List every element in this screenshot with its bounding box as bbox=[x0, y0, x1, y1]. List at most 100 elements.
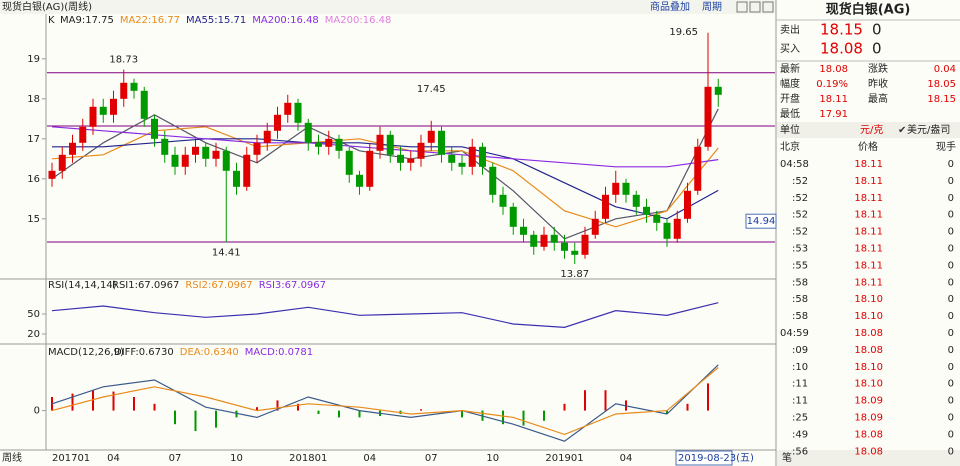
candle-body bbox=[509, 206, 517, 227]
unit-cell: 元/克 bbox=[860, 124, 883, 136]
overlay-button[interactable]: 商品叠加 bbox=[650, 0, 690, 13]
candle-body bbox=[643, 206, 650, 215]
tick-volume: 0 bbox=[948, 227, 954, 238]
tick-time: :52 bbox=[792, 176, 808, 187]
candle-body bbox=[222, 150, 230, 171]
y-tick-label: 50 bbox=[27, 309, 40, 320]
icon-button[interactable] bbox=[762, 1, 774, 13]
footer-period: 周线 bbox=[2, 451, 22, 464]
bidask-volume: 0 bbox=[872, 40, 882, 58]
unit-bar bbox=[777, 122, 960, 138]
price-annotation: 13.87 bbox=[560, 269, 589, 280]
candle-body bbox=[407, 158, 415, 163]
quote-cell: 18.11 bbox=[819, 94, 848, 105]
period-button[interactable]: 周期 bbox=[702, 1, 722, 13]
tick-volume: 0 bbox=[948, 362, 954, 373]
tick-time: :55 bbox=[792, 260, 808, 271]
chart-label: K bbox=[48, 15, 55, 26]
candle-body bbox=[161, 138, 169, 155]
tick-volume: 0 bbox=[948, 345, 954, 356]
tick-volume: 0 bbox=[948, 159, 954, 170]
y-tick-label: 15 bbox=[27, 214, 40, 225]
tick-volume: 0 bbox=[948, 294, 954, 305]
price-marker-label: 14.94 bbox=[747, 216, 776, 227]
tick-volume: 0 bbox=[948, 413, 954, 424]
x-tick-label: 04 bbox=[620, 453, 633, 464]
dea-line bbox=[51, 367, 719, 436]
candle-body bbox=[417, 142, 425, 159]
rsi-value: RSI1:67.0967 bbox=[112, 280, 179, 291]
candle-body bbox=[304, 122, 312, 143]
ma-label: MA9:17.75 bbox=[60, 15, 114, 26]
candle-body bbox=[284, 102, 292, 115]
quote-cell: 最新 bbox=[780, 62, 800, 75]
candle-body bbox=[110, 98, 117, 115]
candle-body bbox=[571, 250, 579, 255]
candle-body bbox=[263, 130, 271, 143]
quote-cell: 18.15 bbox=[927, 94, 956, 105]
candle-body bbox=[438, 130, 445, 155]
candle-body bbox=[99, 106, 107, 115]
candle-body bbox=[427, 130, 435, 143]
candle-body bbox=[540, 234, 548, 247]
ma-line bbox=[51, 108, 719, 240]
quote-cell: 幅度 bbox=[780, 77, 800, 90]
tick-time: :52 bbox=[792, 227, 808, 238]
tick-volume: 0 bbox=[948, 311, 954, 322]
candle-body bbox=[663, 222, 671, 239]
candle-body bbox=[458, 162, 466, 167]
candle-body bbox=[325, 138, 333, 147]
tick-header: 价格 bbox=[858, 140, 878, 153]
candle-body bbox=[130, 82, 138, 91]
tick-price: 18.11 bbox=[854, 210, 883, 221]
tick-time: :58 bbox=[792, 311, 808, 322]
candle-body bbox=[315, 142, 322, 147]
tick-price: 18.09 bbox=[854, 413, 883, 424]
tick-time: :53 bbox=[792, 244, 808, 255]
unit-cell: 美元/盎司 bbox=[907, 123, 950, 136]
candle-body bbox=[192, 146, 199, 155]
candle-body bbox=[448, 154, 456, 163]
ma-line bbox=[51, 126, 719, 168]
tick-time: 04:58 bbox=[780, 159, 809, 170]
quote-cell: 17.91 bbox=[819, 109, 848, 120]
candle-body bbox=[612, 182, 620, 195]
candle-body bbox=[468, 146, 476, 167]
macd-value: DIFF:0.6730 bbox=[114, 347, 174, 358]
tick-time: :10 bbox=[792, 362, 808, 373]
candle-body bbox=[48, 170, 56, 179]
candle-body bbox=[253, 142, 261, 155]
tick-time: :58 bbox=[792, 277, 808, 288]
candle-body bbox=[89, 106, 97, 127]
macd-value: MACD:0.0781 bbox=[245, 347, 313, 358]
quote-cell: 昨收 bbox=[868, 77, 888, 90]
candle-body bbox=[120, 82, 128, 99]
candle-body bbox=[243, 154, 251, 187]
tick-volume: 0 bbox=[948, 429, 954, 440]
y-tick-label: 19 bbox=[27, 54, 40, 65]
candle-body bbox=[294, 102, 302, 123]
ma-label: MA22:16.77 bbox=[120, 15, 180, 26]
candle-body bbox=[212, 150, 220, 159]
icon-button[interactable] bbox=[736, 1, 748, 13]
icon-button[interactable] bbox=[749, 1, 761, 13]
x-tick-label: 201901 bbox=[545, 453, 583, 464]
tick-volume: 0 bbox=[948, 193, 954, 204]
x-tick-label: 201801 bbox=[289, 453, 327, 464]
candle-body bbox=[151, 118, 158, 139]
tick-time: :52 bbox=[792, 193, 808, 204]
tick-time: :09 bbox=[792, 345, 808, 356]
tick-price: 18.10 bbox=[854, 311, 883, 322]
candle-body bbox=[202, 146, 210, 159]
tick-time: :11 bbox=[792, 379, 808, 390]
date-box bbox=[675, 450, 733, 466]
tick-price: 18.11 bbox=[854, 159, 883, 170]
quote-cell: 0.04 bbox=[934, 64, 956, 75]
x-tick-label: 04 bbox=[107, 453, 120, 464]
tick-header: 现手 bbox=[936, 140, 956, 153]
price-annotation: 18.73 bbox=[109, 55, 138, 66]
ma-label: MA200:16.48 bbox=[325, 15, 392, 26]
right-panel: 卖出 18.15 0 买入 18.08 0 最新 18.08 涨跌 0.04 幅度 0.19% 昨收 18… bbox=[780, 21, 956, 458]
candle-body bbox=[673, 218, 681, 239]
candle-body bbox=[79, 126, 87, 143]
